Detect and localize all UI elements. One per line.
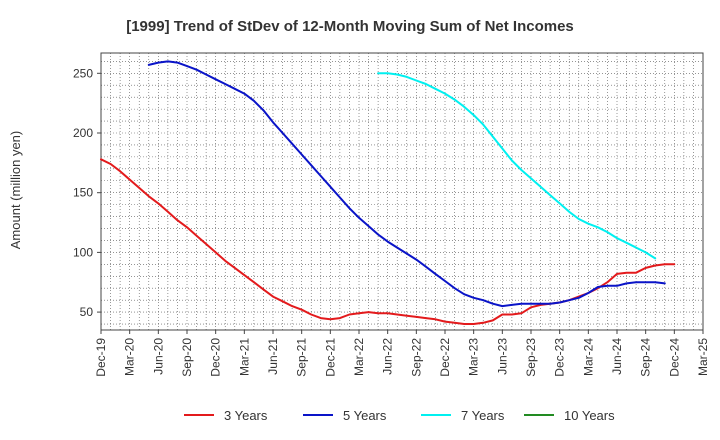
- y-tick-label: 150: [73, 186, 93, 200]
- x-tick-label: Jun-22: [381, 338, 395, 375]
- x-tick-label: Sep-20: [180, 338, 194, 377]
- plot-background: [101, 53, 703, 330]
- x-tick-label: Dec-20: [209, 338, 223, 377]
- x-tick-label: Sep-21: [295, 338, 309, 377]
- x-tick-label: Dec-24: [667, 338, 681, 377]
- legend-item: 10 Years: [524, 408, 615, 423]
- x-tick-label: Mar-25: [696, 338, 710, 376]
- legend-item: 5 Years: [303, 408, 387, 423]
- series-line-7-years: [377, 72, 657, 260]
- x-tick-label: Sep-22: [409, 338, 423, 377]
- series-lines: [100, 60, 676, 325]
- legend-label: 5 Years: [343, 408, 387, 423]
- x-tick-label: Mar-20: [123, 338, 137, 376]
- y-axis-label: Amount (million yen): [8, 131, 23, 250]
- y-tick-label: 250: [73, 66, 93, 80]
- legend-label: 7 Years: [461, 408, 505, 423]
- legend: 3 Years 5 Years 7 Years 10 Years: [184, 408, 615, 423]
- x-tick-label: Sep-24: [639, 338, 653, 377]
- x-tick-label: Mar-23: [467, 338, 481, 376]
- y-tick-label: 50: [80, 305, 94, 319]
- x-tick-label: Mar-24: [581, 338, 595, 376]
- x-tick-label: Dec-19: [94, 338, 108, 377]
- x-tick-label: Dec-22: [438, 338, 452, 377]
- series-line-3-years: [100, 158, 676, 325]
- x-tick-label: Jun-24: [610, 338, 624, 375]
- series-line-5-years: [147, 60, 666, 308]
- x-tick-label: Jun-20: [151, 338, 165, 375]
- x-tick-label: Dec-21: [323, 338, 337, 377]
- x-tick-label: Jun-23: [495, 338, 509, 375]
- plot-area: [100, 52, 704, 331]
- x-tick-label: Mar-21: [237, 338, 251, 376]
- y-axis-ticks: 50 100 150 200 250: [73, 66, 101, 319]
- y-tick-label: 200: [73, 126, 93, 140]
- x-tick-label: Sep-23: [524, 338, 538, 377]
- y-tick-label: 100: [73, 245, 93, 259]
- plot-frame: [100, 52, 704, 331]
- legend-item: 3 Years: [184, 408, 268, 423]
- x-tick-label: Jun-21: [266, 338, 280, 375]
- legend-label: 10 Years: [564, 408, 615, 423]
- x-axis-ticks: Dec-19 Mar-20 Jun-20 Sep-20 Dec-20 Mar-21 Jun-…: [94, 330, 710, 377]
- chart-title: [1999] Trend of StDev of 12-Month Moving…: [126, 18, 574, 35]
- x-tick-label: Dec-23: [553, 338, 567, 377]
- legend-item: 7 Years: [421, 408, 505, 423]
- legend-label: 3 Years: [224, 408, 268, 423]
- x-tick-label: Mar-22: [352, 338, 366, 376]
